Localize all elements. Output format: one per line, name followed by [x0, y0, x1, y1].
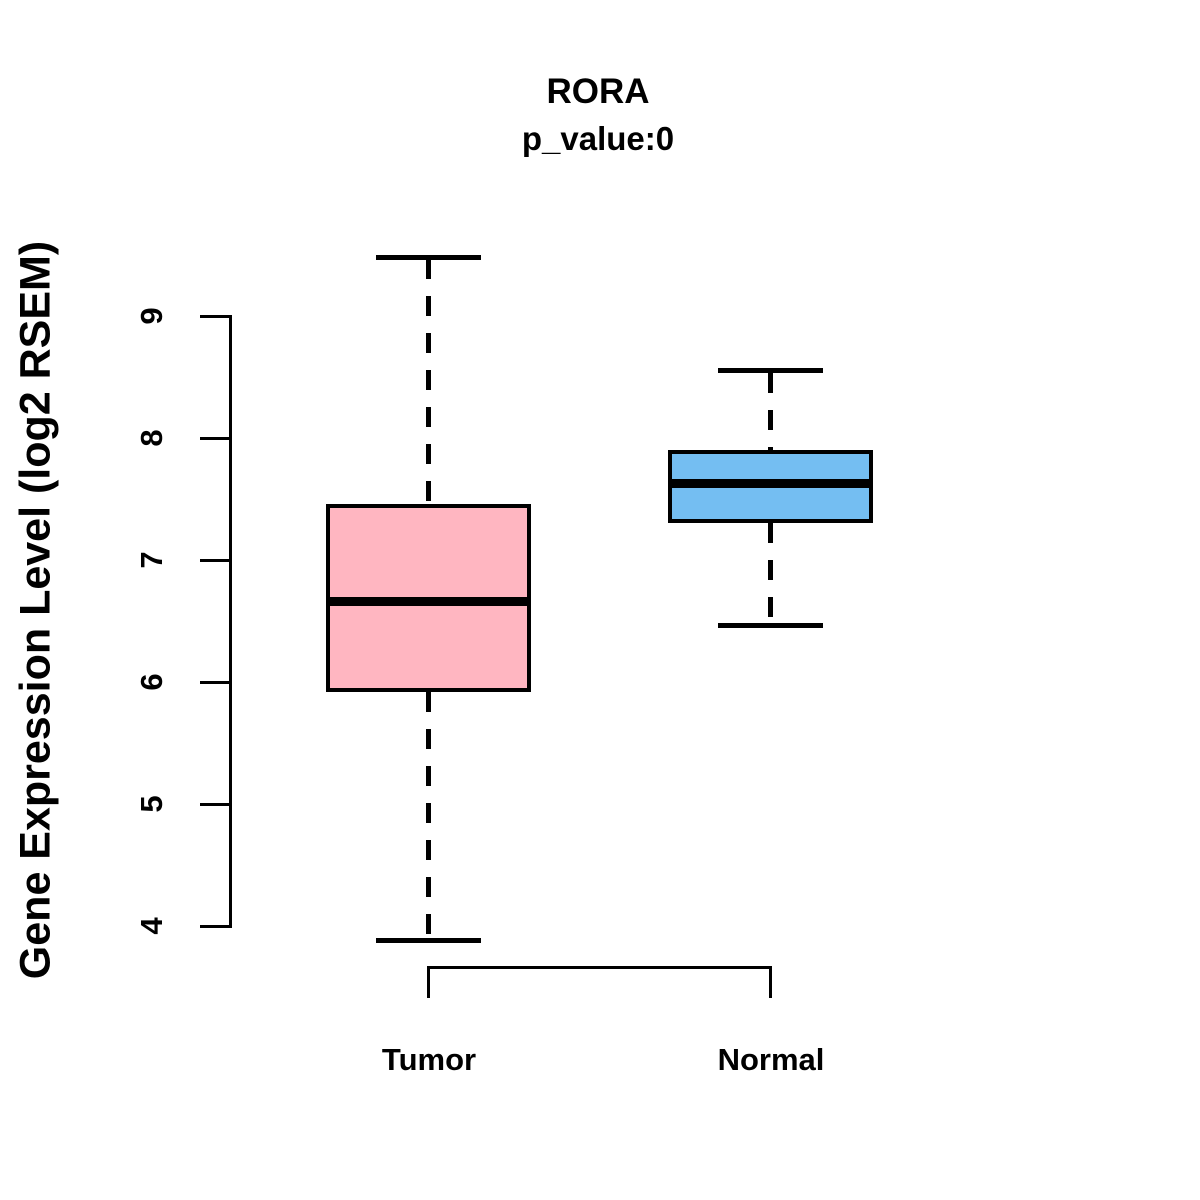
median-line-tumor: [326, 597, 531, 606]
lower-whisker-normal: [768, 523, 773, 623]
lower-whisker-cap-normal: [718, 623, 823, 628]
upper-whisker-cap-tumor: [376, 255, 481, 260]
x-axis-label-tumor: Tumor: [381, 1042, 477, 1077]
median-line-normal: [668, 479, 873, 488]
x-axis-line: [427, 966, 772, 969]
y-axis-tick-label: 5: [134, 795, 169, 813]
lower-whisker-cap-tumor: [376, 938, 481, 943]
y-axis-tick-label: 9: [134, 307, 169, 325]
y-axis-tick: [200, 925, 230, 928]
chart-subtitle: p_value:0: [521, 120, 675, 157]
upper-whisker-tumor: [426, 259, 431, 503]
upper-whisker-normal: [768, 373, 773, 450]
x-axis-label-normal: Normal: [717, 1042, 825, 1077]
y-axis-tick: [200, 681, 230, 684]
x-axis-tick-tumor: [427, 966, 430, 998]
y-axis-tick-label: 4: [134, 917, 169, 935]
y-axis-tick-label: 7: [134, 551, 169, 569]
chart-title: RORA: [546, 72, 650, 111]
y-axis-tick: [200, 559, 230, 562]
y-axis-tick-label: 8: [134, 429, 169, 447]
y-axis-tick-label: 6: [134, 673, 169, 691]
upper-whisker-cap-normal: [718, 368, 823, 373]
y-axis-tick: [200, 315, 230, 318]
y-axis-tick: [200, 437, 230, 440]
y-axis-title: Gene Expression Level (log2 RSEM): [11, 240, 60, 980]
y-axis-tick: [200, 803, 230, 806]
x-axis-tick-normal: [769, 966, 772, 998]
lower-whisker-tumor: [426, 692, 431, 939]
y-axis-line: [229, 315, 232, 928]
